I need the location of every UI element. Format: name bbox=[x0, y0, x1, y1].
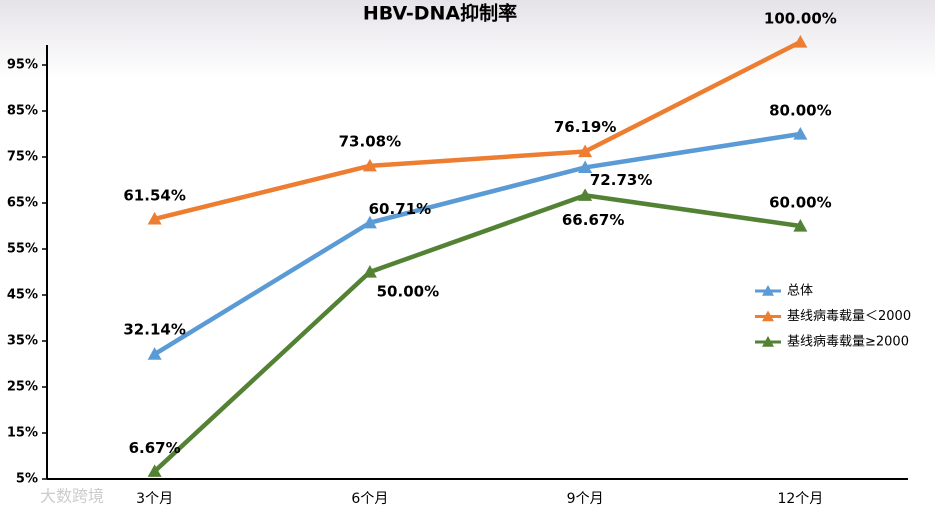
marker bbox=[578, 160, 593, 174]
watermark: 大数跨境 bbox=[40, 487, 104, 506]
value-label: 32.14% bbox=[123, 321, 185, 339]
marker bbox=[793, 127, 808, 140]
value-label: 66.67% bbox=[562, 211, 624, 229]
value-label: 50.00% bbox=[377, 283, 439, 301]
x-tick-label: 9个月 bbox=[567, 491, 604, 507]
marker bbox=[362, 158, 377, 172]
marker bbox=[793, 35, 808, 48]
marker bbox=[147, 464, 162, 477]
value-label: 73.08% bbox=[339, 132, 401, 150]
chart-title: HBV-DNA抑制率 bbox=[363, 2, 517, 25]
marker bbox=[578, 188, 593, 201]
value-label: 6.67% bbox=[129, 439, 181, 457]
legend-marker bbox=[762, 336, 774, 347]
y-tick-label: 85% bbox=[7, 104, 38, 119]
value-label: 100.00% bbox=[764, 10, 837, 28]
y-tick-label: 35% bbox=[7, 334, 38, 349]
series-line bbox=[154, 39, 802, 222]
marker bbox=[147, 211, 162, 225]
value-label: 60.00% bbox=[769, 194, 831, 212]
y-tick-label: 25% bbox=[7, 380, 38, 395]
value-label: 72.73% bbox=[590, 171, 652, 189]
legend-label: 基线病毒载量≥2000 bbox=[787, 335, 909, 350]
marker bbox=[578, 144, 593, 158]
value-label: 76.19% bbox=[554, 118, 616, 136]
x-tick-label: 12个月 bbox=[777, 491, 823, 507]
y-tick-label: 5% bbox=[16, 472, 38, 487]
value-label: 80.00% bbox=[769, 102, 831, 120]
legend-label: 基线病毒载量＜2000 bbox=[787, 309, 911, 324]
marker bbox=[362, 215, 377, 229]
marker bbox=[793, 219, 808, 232]
legend-marker bbox=[762, 310, 774, 322]
legend-marker bbox=[762, 285, 774, 296]
y-tick-label: 55% bbox=[7, 242, 38, 257]
value-label: 60.71% bbox=[369, 200, 431, 218]
y-tick-label: 75% bbox=[7, 150, 38, 165]
marker bbox=[362, 265, 377, 278]
value-label: 61.54% bbox=[123, 186, 185, 204]
x-tick-label: 6个月 bbox=[351, 491, 388, 507]
y-tick-label: 15% bbox=[7, 426, 38, 441]
x-tick-label: 3个月 bbox=[136, 491, 173, 507]
series-line bbox=[153, 131, 801, 357]
legend-label: 总体 bbox=[787, 284, 813, 299]
background bbox=[0, 0, 935, 80]
series-line bbox=[153, 193, 801, 473]
marker bbox=[147, 347, 162, 360]
y-tick-label: 95% bbox=[7, 58, 38, 73]
y-tick-label: 65% bbox=[7, 196, 38, 211]
y-tick-label: 45% bbox=[7, 288, 38, 303]
